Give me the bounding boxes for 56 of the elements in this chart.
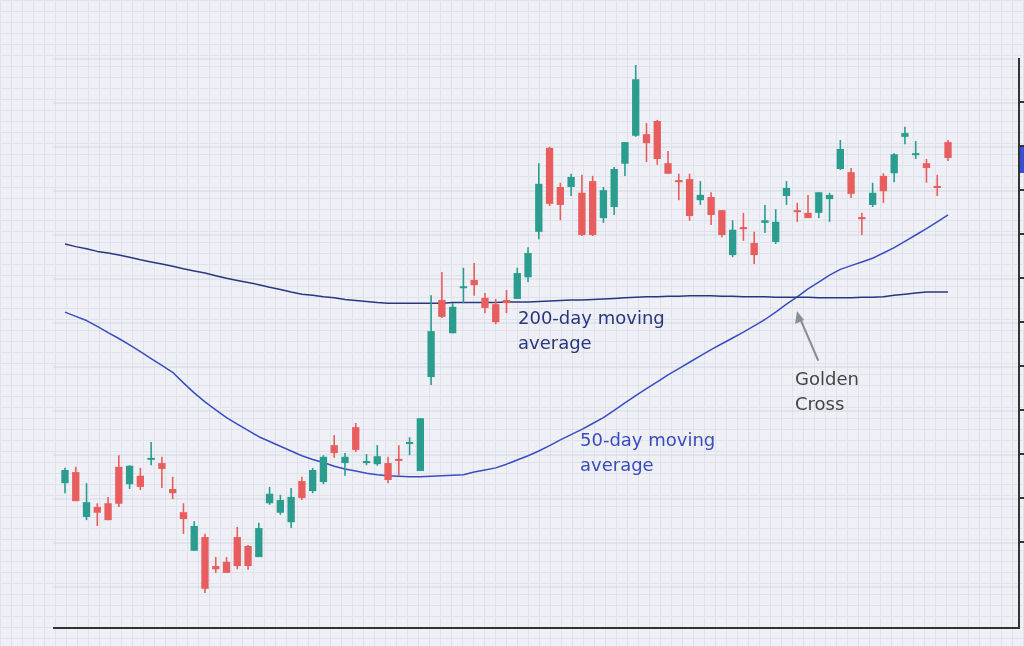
candlestick [212, 556, 220, 574]
candlestick [868, 181, 877, 208]
candlestick [147, 441, 155, 467]
candlestick [761, 204, 769, 234]
candlestick [847, 167, 855, 199]
candlestick [858, 212, 866, 236]
candlestick [825, 191, 834, 223]
candlestick [933, 174, 941, 197]
candlestick [782, 180, 791, 206]
candlestick [739, 212, 748, 242]
candlestick [750, 231, 758, 265]
candlestick [675, 172, 683, 201]
candlestick [438, 271, 446, 319]
candlestick [664, 150, 672, 175]
candlestick [395, 444, 403, 477]
candlestick [93, 502, 101, 527]
candlestick [815, 191, 823, 219]
candlestick [707, 191, 715, 226]
candlestick [836, 139, 844, 171]
candlestick [169, 476, 177, 500]
candlestick [567, 172, 575, 197]
candlestick [793, 202, 801, 223]
candlestick [158, 455, 166, 489]
candlestick [341, 452, 349, 477]
candlestick [901, 125, 909, 145]
candlestick [298, 476, 306, 501]
series-label: 200-day moving average [518, 306, 666, 355]
candlestick [384, 455, 392, 484]
candlestick [61, 467, 69, 495]
candlestick [244, 544, 252, 571]
candlestick [470, 262, 478, 297]
candlestick [912, 140, 920, 160]
candlestick [556, 181, 565, 222]
candlestick [136, 467, 145, 491]
candlestick [309, 467, 317, 495]
candlestick [621, 141, 629, 177]
candlestick [276, 493, 285, 516]
candlestick [179, 502, 188, 535]
candlestick [922, 158, 931, 184]
series-label: 50-day moving average [580, 428, 717, 477]
candlestick [481, 292, 489, 314]
annotation: Golden Cross [795, 367, 860, 416]
candlestick [352, 422, 360, 453]
candlestick [642, 122, 651, 163]
candlestick [459, 266, 468, 304]
candlestick [82, 482, 91, 521]
candlestick [502, 289, 511, 314]
candlestick [125, 464, 134, 490]
candlestick [890, 152, 898, 184]
candlestick [772, 208, 780, 245]
candlestick [944, 139, 952, 162]
candlestick [492, 298, 500, 326]
candlestick [696, 180, 704, 206]
candlestick [330, 434, 338, 459]
candlestick [879, 172, 888, 204]
candlestick [373, 444, 381, 467]
